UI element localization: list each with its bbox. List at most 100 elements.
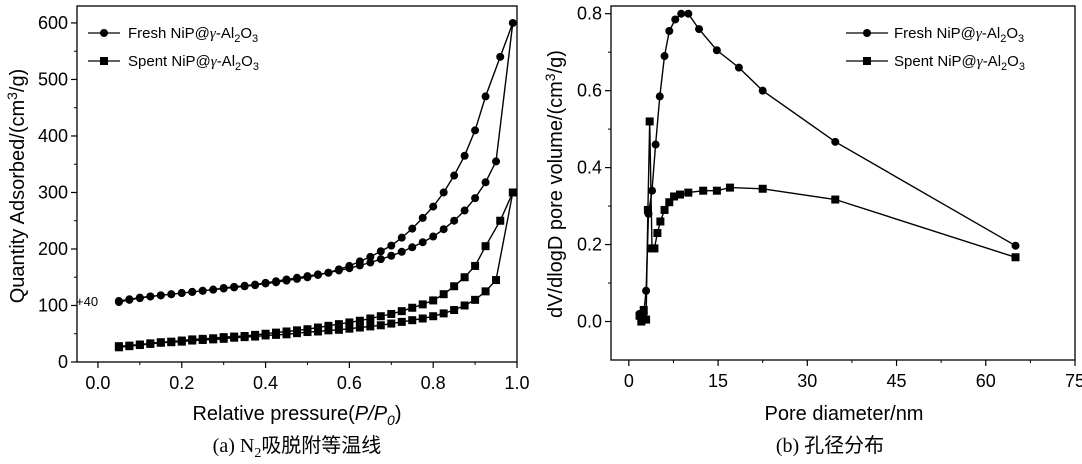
- panel-b-fresh-point: [648, 186, 657, 195]
- panel-a-fresh-point: [209, 285, 218, 294]
- panel-a-spent-point: [114, 342, 123, 351]
- panel-a-spent-point: [135, 340, 144, 349]
- panel-a-legend: Fresh NiP@γ-Al2O3 Spent NiP@γ-Al2O3: [88, 25, 259, 73]
- panel-a-spent-point: [261, 329, 270, 338]
- panel-a-fresh-point: [251, 281, 260, 290]
- panel-b-fresh-point: [712, 46, 721, 55]
- panel-b-spent-series-line: [638, 121, 1016, 322]
- panel-a-x-axis-label: Relative pressure(P/P0): [192, 403, 401, 428]
- panel-a-spent-point: [439, 309, 448, 318]
- panel-a-fresh-point: [345, 261, 354, 270]
- panel-b-spent-point: [653, 229, 662, 238]
- panel-a-spent-point: [429, 296, 438, 305]
- panel-b-spent-point: [642, 315, 651, 324]
- panel-a-y-tick-label: 500: [38, 69, 68, 89]
- panel-b-fresh-point: [677, 9, 686, 18]
- panel-b-fresh-point: [734, 63, 743, 72]
- panel-a-plot-frame: [76, 5, 518, 363]
- panel-a-spent-point: [177, 336, 186, 345]
- panel-a-fresh-point: [188, 287, 197, 296]
- panel-b-spent-point: [643, 205, 652, 214]
- panel-a-spent-point: [376, 321, 385, 330]
- panel-b-y-axis-label: dV/dlogD pore volume/(cm3/g): [542, 50, 567, 318]
- panel-a-fresh-point: [156, 291, 165, 300]
- panel-a-fresh-point: [460, 206, 469, 215]
- panel-a-fresh-point: [303, 273, 312, 282]
- panel-b-caption: (b) 孔径分布: [776, 434, 884, 457]
- legend-a-fresh-label: Fresh NiP@γ-Al2O3: [128, 25, 258, 45]
- panel-a-spent-point: [471, 261, 480, 270]
- panel-a-fresh-point: [324, 268, 333, 277]
- panel-b-spent-point: [725, 183, 734, 192]
- panel-a-spent-point: [460, 301, 469, 310]
- panel-a-fresh-point: [282, 276, 291, 285]
- panel-a-fresh-point: [230, 283, 239, 292]
- panel-b-fresh-point: [758, 86, 767, 95]
- panel-a-fresh-point: [293, 274, 301, 283]
- panel-a-offset-annotation: +40: [76, 294, 98, 309]
- panel-b-y-tick-label: 0.8: [577, 4, 602, 24]
- panel-b-fresh-point: [660, 52, 669, 61]
- panel-a-spent-point: [439, 290, 448, 299]
- panel-a-fresh-point: [198, 286, 207, 295]
- panel-b-spent-point: [676, 190, 685, 199]
- legend-b-fresh-label: Fresh NiP@γ-Al2O3: [894, 25, 1024, 45]
- panel-b-spent-point: [650, 244, 659, 253]
- panel-b-spent-point: [684, 188, 693, 197]
- panel-a-spent-point: [355, 316, 364, 325]
- panel-a-spent-point: [293, 326, 301, 335]
- panel-a-spent-point: [508, 188, 517, 197]
- panel-a-spent-point: [418, 314, 427, 323]
- panel-a-x-tick-label: 1.0: [504, 373, 529, 393]
- panel-a-spent-point: [334, 325, 343, 334]
- panel-a-spent-point: [198, 334, 207, 343]
- panel-a-x-tick-label: 0.4: [253, 373, 278, 393]
- panel-a-fresh-point: [460, 151, 469, 160]
- panel-a-fresh-point: [408, 243, 417, 252]
- legend-b-spent-marker: [863, 57, 871, 65]
- panel-a-fresh-point: [334, 265, 343, 274]
- panel-a-fresh-point: [450, 171, 459, 180]
- panel-a-spent-point: [355, 323, 364, 332]
- panel-a-fresh-point: [450, 216, 459, 225]
- panel-a-spent-point: [366, 314, 375, 323]
- panel-a-spent-point: [313, 323, 322, 332]
- panel-b-fresh-point: [655, 92, 664, 101]
- panel-a-spent-point: [408, 316, 417, 325]
- panel-a-fresh-point: [496, 52, 505, 61]
- legend-b-spent-label: Spent NiP@γ-Al2O3: [894, 53, 1025, 73]
- panel-b-fresh-point: [671, 15, 680, 24]
- panel-b-x-tick-label: 0: [624, 371, 634, 391]
- panel-a-y-tick-label: 200: [38, 239, 68, 259]
- panel-a-fresh-point: [376, 255, 385, 264]
- panel-a-spent-point: [209, 334, 218, 343]
- panel-b-fresh-point: [651, 140, 660, 149]
- panel-a-fresh-point: [492, 157, 501, 166]
- panel-a-x-tick-label: 0.6: [337, 373, 362, 393]
- panel-b-y-tick-label: 0.6: [577, 81, 602, 101]
- panel-a-fresh-point: [135, 293, 144, 302]
- panel-b-spent-point: [712, 186, 721, 195]
- panel-a-spent-point: [471, 295, 480, 304]
- panel-a-y-tick-label: 600: [38, 13, 68, 33]
- panel-a-spent-point: [251, 330, 260, 339]
- panel-b-spent-point: [660, 205, 669, 214]
- legend-a-spent-label: Spent NiP@γ-Al2O3: [128, 53, 259, 73]
- panel-b-spent-point: [758, 184, 767, 193]
- panel-a-caption: (a) N2吸脱附等温线: [213, 434, 382, 461]
- panel-a-spent-point: [376, 312, 385, 321]
- panel-b-spent-point: [699, 186, 708, 195]
- panel-a-spent-point: [345, 324, 354, 333]
- panel-a-x-tick-label: 0.8: [421, 373, 446, 393]
- panel-a-fresh-point: [397, 233, 406, 242]
- panel-a-fresh-point: [418, 238, 427, 247]
- panel-a-fresh-point: [167, 290, 176, 299]
- panel-b-spent-point: [1011, 253, 1020, 262]
- panel-a-spent-point: [345, 318, 354, 327]
- panel-a-y-tick-label: 400: [38, 126, 68, 146]
- panel-a-spent-point: [492, 276, 501, 285]
- panel-a-spent-point: [272, 328, 281, 337]
- panel-a-spent-point: [408, 303, 417, 312]
- legend-a-spent-marker: [100, 57, 108, 65]
